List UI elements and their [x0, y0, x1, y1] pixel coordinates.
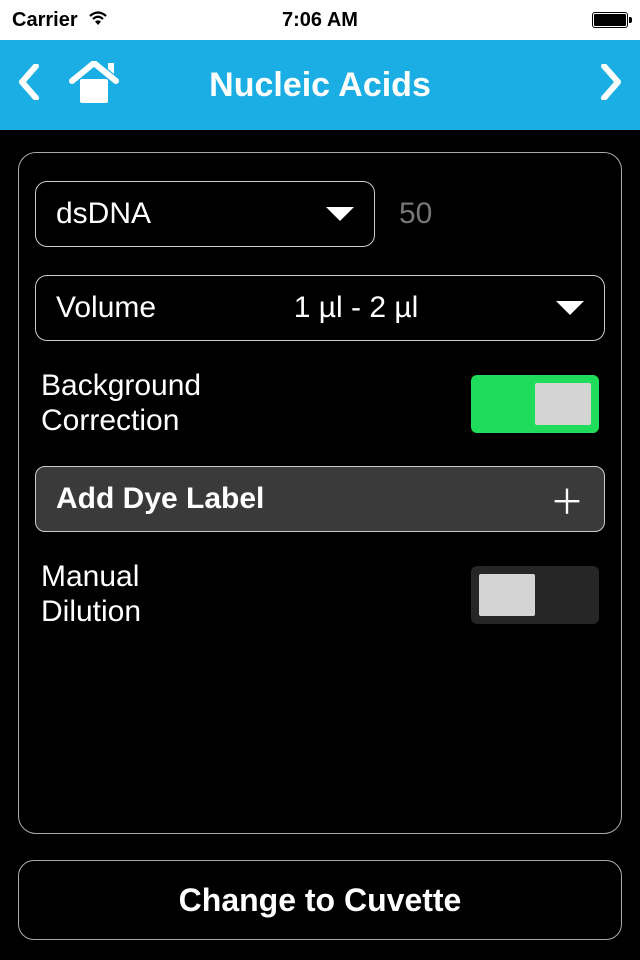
- volume-label: Volume: [56, 291, 156, 325]
- change-to-cuvette-button[interactable]: Change to Cuvette: [18, 860, 622, 940]
- status-bar: Carrier 7:06 AM: [0, 0, 640, 40]
- manual-dilution-toggle[interactable]: [471, 566, 599, 624]
- content-area: dsDNA 50 Volume 1 µl - 2 µl BackgroundCo…: [0, 130, 640, 960]
- add-dye-label: Add Dye Label: [56, 482, 264, 516]
- volume-value: 1 µl - 2 µl: [156, 291, 556, 325]
- home-button[interactable]: [68, 61, 120, 110]
- add-dye-button[interactable]: Add Dye Label ＋: [35, 466, 605, 532]
- background-correction-row: BackgroundCorrection: [35, 369, 605, 438]
- sample-type-select[interactable]: dsDNA: [35, 181, 375, 247]
- sample-type-row: dsDNA 50: [35, 181, 605, 247]
- header-bar: Nucleic Acids: [0, 40, 640, 130]
- wifi-icon: [86, 8, 110, 32]
- back-button[interactable]: [18, 64, 40, 107]
- toggle-knob: [479, 574, 535, 616]
- page-title: Nucleic Acids: [209, 66, 431, 105]
- status-right: [592, 12, 628, 28]
- status-left: Carrier: [12, 8, 110, 32]
- background-correction-label: BackgroundCorrection: [41, 369, 201, 438]
- manual-dilution-label: ManualDilution: [41, 560, 141, 629]
- status-time: 7:06 AM: [282, 9, 358, 32]
- sample-type-value: dsDNA: [56, 197, 151, 231]
- toggle-knob: [535, 383, 591, 425]
- battery-icon: [592, 12, 628, 28]
- plus-icon: ＋: [550, 475, 584, 524]
- carrier-label: Carrier: [12, 9, 78, 32]
- chevron-down-icon: [326, 207, 354, 221]
- settings-panel: dsDNA 50 Volume 1 µl - 2 µl BackgroundCo…: [18, 152, 622, 834]
- chevron-down-icon: [556, 301, 584, 315]
- change-to-cuvette-label: Change to Cuvette: [179, 882, 462, 919]
- background-correction-toggle[interactable]: [471, 375, 599, 433]
- forward-button[interactable]: [600, 64, 622, 107]
- manual-dilution-row: ManualDilution: [35, 560, 605, 629]
- volume-select[interactable]: Volume 1 µl - 2 µl: [35, 275, 605, 341]
- sample-factor: 50: [399, 197, 432, 231]
